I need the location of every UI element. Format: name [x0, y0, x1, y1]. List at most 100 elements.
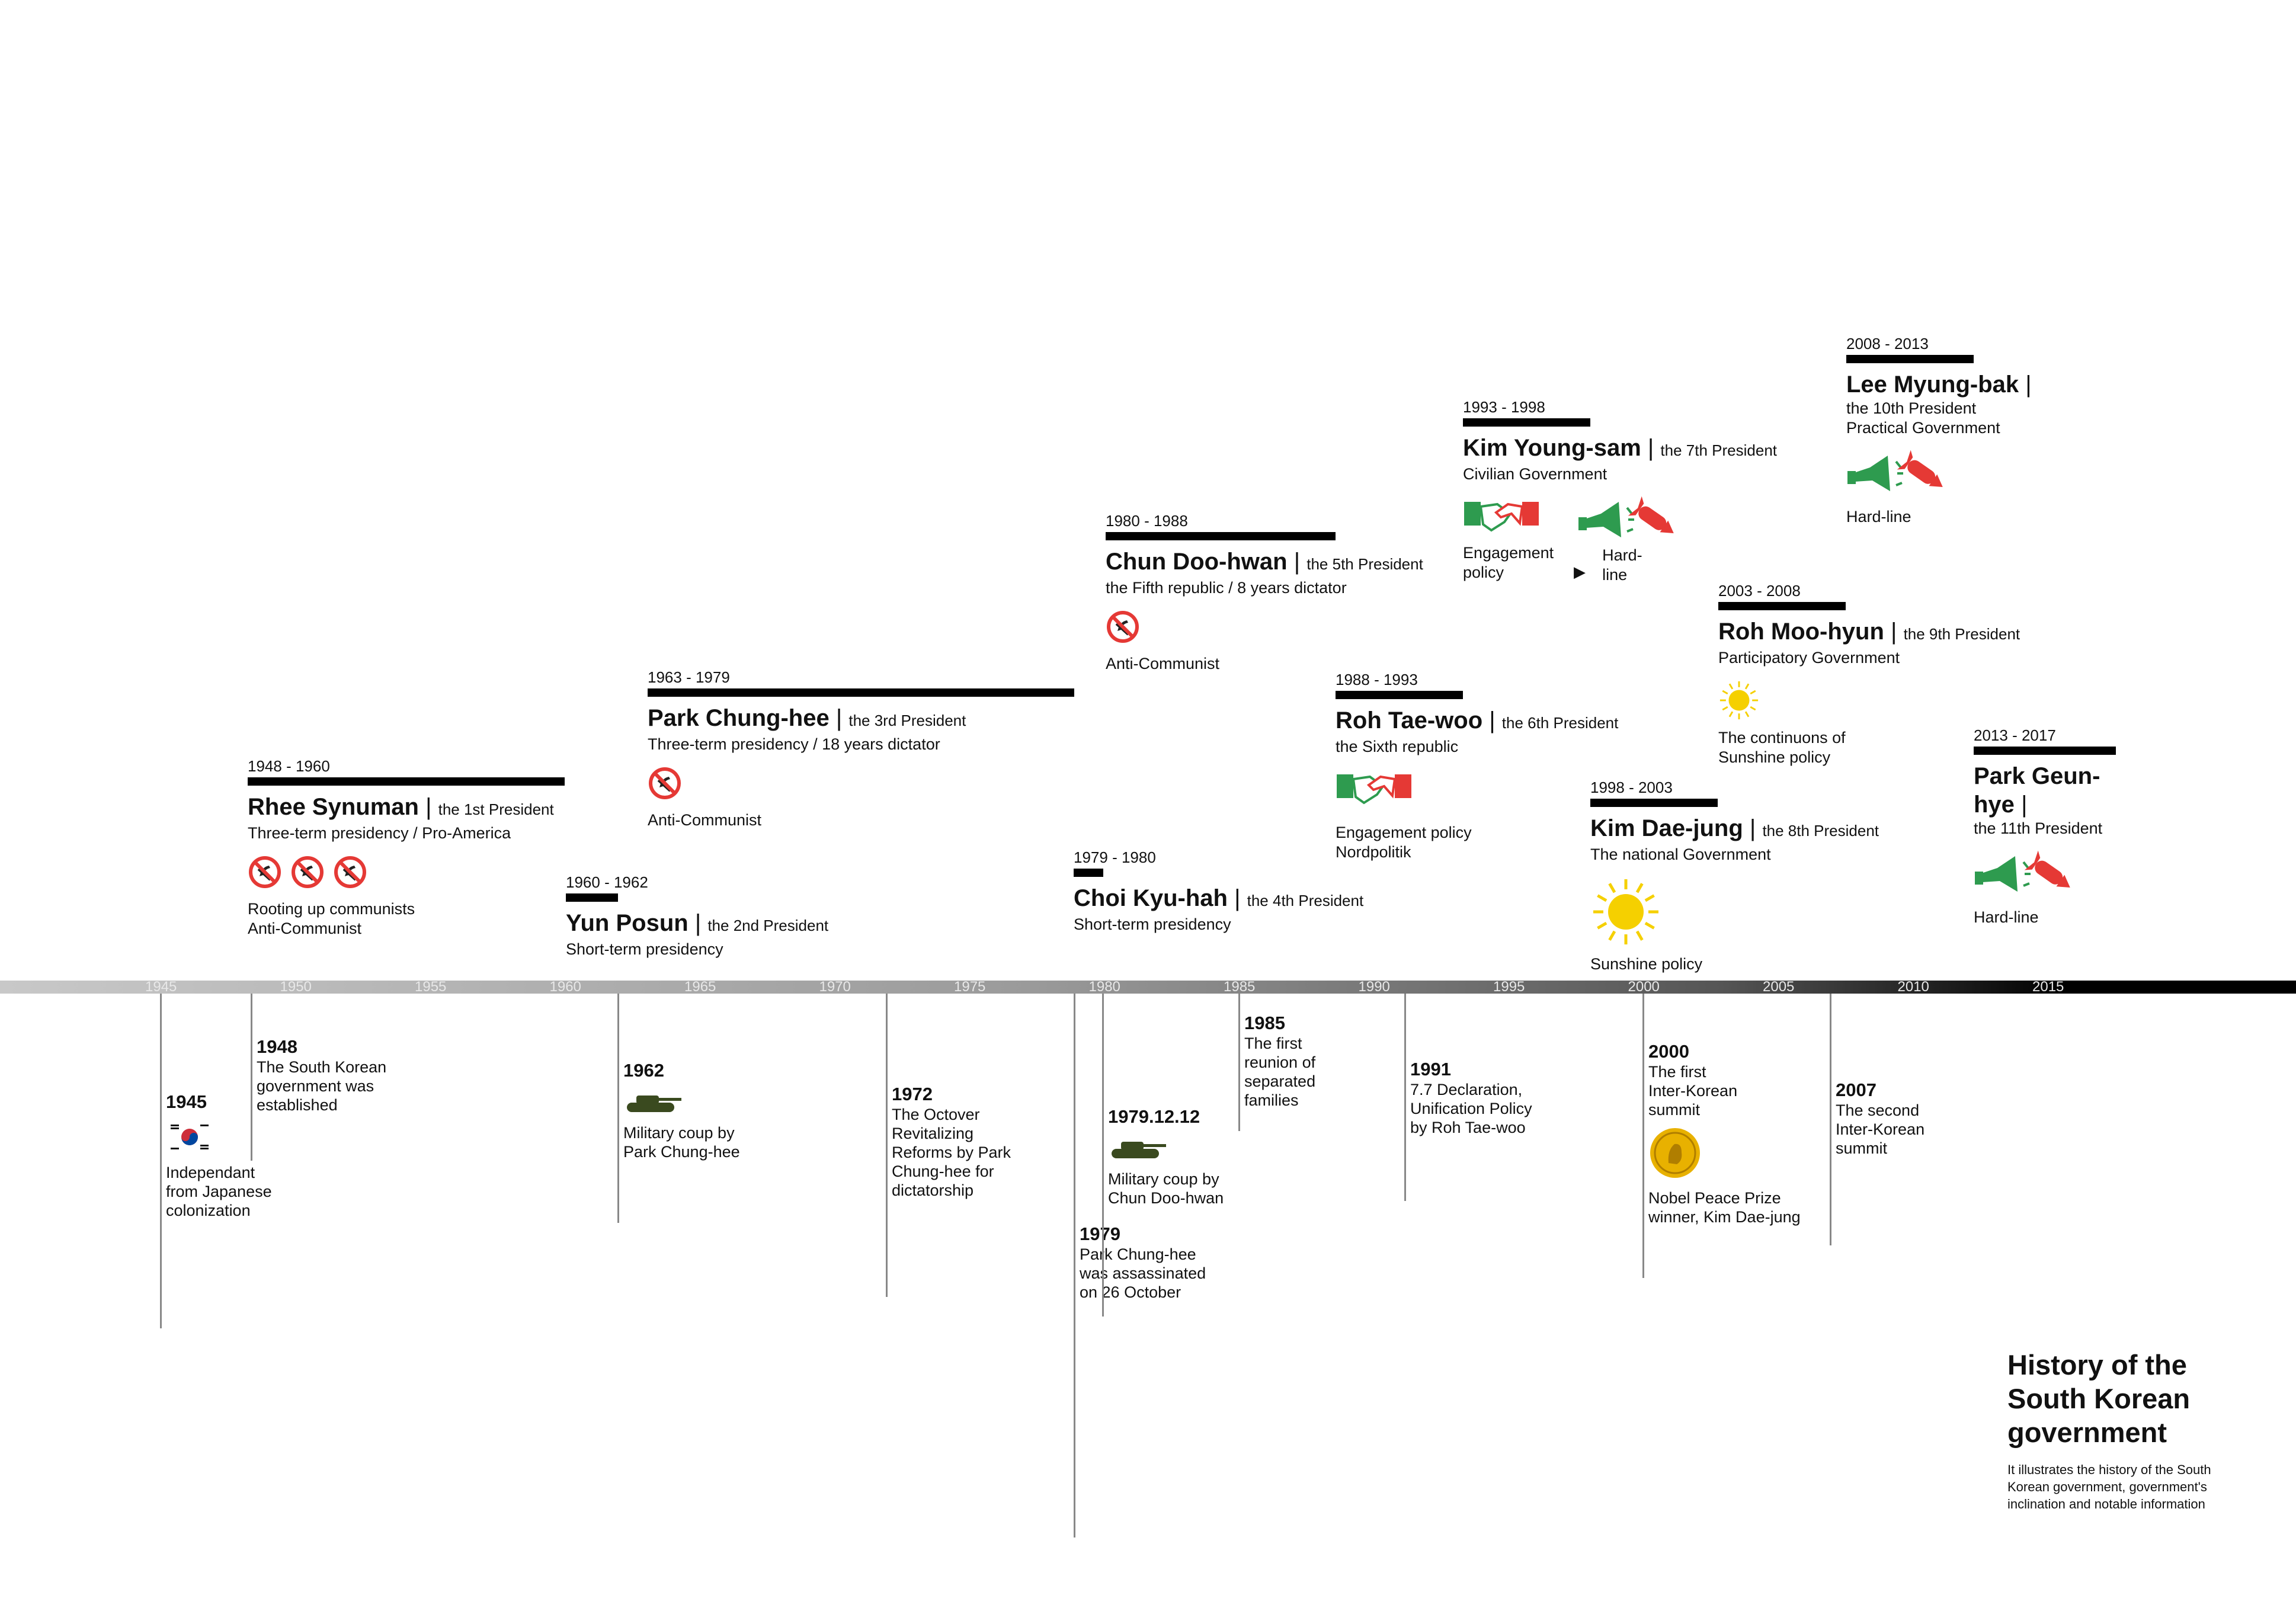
event-1985: 1985 The first reunion of separated fami… [1238, 994, 1315, 1131]
no-communism-icon [290, 855, 325, 892]
event-year: 1945 [166, 1091, 207, 1112]
president-park-chung-hee: 1963 - 1979 Park Chung-hee | the 3rd Pre… [648, 668, 1074, 830]
policy-icons [648, 766, 1074, 803]
president-roh-tae-woo: 1988 - 1993 Roh Tae-woo | the 6th Presid… [1336, 671, 1618, 862]
event-1948: 1948 The South Korean government was est… [251, 994, 386, 1161]
policy-text: line [1602, 566, 1628, 584]
description: The national Government [1590, 845, 1771, 863]
policy-icons [248, 855, 565, 892]
nobel-medal-icon [1648, 1128, 1702, 1182]
axis-tick-1955: 1955 [415, 979, 447, 995]
event-year: 1979.12.12 [1108, 1106, 1200, 1127]
description: the 10th President [1846, 399, 1977, 417]
term-bar [1463, 418, 1590, 427]
description: the Sixth republic [1336, 738, 1459, 755]
event-1979-12-12: 1979.12.12 Military coup by Chun Doo-hwa… [1102, 994, 1224, 1317]
policy-text: Anti-Communist [1106, 655, 1220, 672]
president-kim-young-sam: 1993 - 1998 Kim Young-sam | the 7th Pres… [1463, 398, 1777, 585]
policy-text: Hard-line [1846, 508, 1911, 526]
policy-text: Sunshine policy [1590, 955, 1703, 973]
axis-tick-1975: 1975 [954, 979, 986, 995]
president-name: Park Geun-hye | [1974, 763, 2100, 818]
page-description: It illustrates the history of the South … [2007, 1462, 2211, 1511]
description: Three-term presidency / 18 years dictato… [648, 735, 940, 753]
term-bar [648, 688, 1074, 697]
axis-tick-1950: 1950 [280, 979, 312, 995]
description: Participatory Government [1718, 649, 1900, 667]
president-rhee-synuman: 1948 - 1960 Rhee Synuman | the 1st Presi… [248, 757, 565, 938]
term-years: 1988 - 1993 [1336, 671, 1418, 688]
president-name: Park Chung-hee | the 3rd President [648, 705, 966, 731]
term-bar [1590, 799, 1718, 807]
policy-text: Sunshine policy [1718, 748, 1831, 766]
axis-tick-1980: 1980 [1088, 979, 1120, 995]
event-year: 1972 [892, 1084, 933, 1104]
term-bar [1106, 532, 1336, 540]
president-chun-doo-hwan: 1980 - 1988 Chun Doo-hwan | the 5th Pres… [1106, 512, 1423, 674]
president-park-geun-hye: 2013 - 2017 Park Geun-hye | the 11th Pre… [1974, 726, 2116, 927]
event-text: The South Korean government was establis… [257, 1058, 387, 1114]
axis-tick-2015: 2015 [2032, 979, 2064, 995]
policy-icons [1846, 450, 2032, 500]
term-years: 2003 - 2008 [1718, 582, 1801, 600]
president-kim-dae-jung: 1998 - 2003 Kim Dae-jung | the 8th Presi… [1590, 779, 1879, 974]
event-1962: 1962 Military coup by Park Chung-hee [617, 994, 740, 1223]
president-name: Kim Dae-jung | the 8th President [1590, 815, 1879, 841]
no-communism-icon [648, 766, 682, 803]
policy-icons [1590, 876, 1879, 947]
description: Civilian Government [1463, 465, 1607, 483]
event-text: Military coup by Park Chung-hee [623, 1124, 740, 1161]
axis-tick-2000: 2000 [1628, 979, 1660, 995]
event-text: The first Inter-Korean summit [1648, 1063, 1738, 1119]
megaphone-missile-icon [1577, 496, 1674, 543]
president-yun-posun: 1960 - 1962 Yun Posun | the 2nd Presiden… [566, 873, 828, 959]
president-name: Chun Doo-hwan | the 5th President [1106, 549, 1423, 575]
tank-icon [623, 1096, 683, 1117]
axis-tick-1990: 1990 [1358, 979, 1390, 995]
megaphone-missile-icon [1974, 850, 2077, 901]
term-bar [1718, 602, 1846, 610]
event-text: Military coup by Chun Doo-hwan [1108, 1170, 1224, 1207]
term-bar [248, 777, 565, 786]
axis-tick-1965: 1965 [684, 979, 716, 995]
term-bar [1846, 355, 1974, 363]
president-roh-moo-hyun: 2003 - 2008 Roh Moo-hyun | the 9th Presi… [1718, 582, 2020, 767]
axis-tick-2005: 2005 [1763, 979, 1795, 995]
axis-tick-1945: 1945 [145, 979, 177, 995]
no-communism-icon [333, 855, 367, 892]
sun-icon [1590, 876, 1661, 947]
president-name: Rhee Synuman | the 1st President [248, 794, 554, 820]
policy-icons [1106, 610, 1423, 647]
event-year: 2007 [1836, 1080, 1876, 1100]
term-years: 1993 - 1998 [1463, 398, 1545, 416]
korea-flag-icon [166, 1120, 213, 1157]
event-text: The Octover Revitalizing Reforms by Park… [892, 1106, 1011, 1199]
no-communism-icon [1106, 610, 1140, 647]
president-name: Roh Moo-hyun | the 9th President [1718, 619, 2020, 645]
handshake-icon [1336, 768, 1413, 816]
policy-icons [1718, 680, 2020, 721]
policy-icons [1336, 768, 1618, 816]
term-years: 1980 - 1988 [1106, 512, 1188, 530]
term-bar [566, 893, 618, 902]
page-title: History of the South Korean government [2007, 1349, 2191, 1448]
event-1991: 1991 7.7 Declaration, Unification Policy… [1404, 994, 1532, 1201]
policy-text: Engagement policy [1336, 824, 1472, 841]
event-year: 2000 [1648, 1041, 1689, 1062]
event-1945: 1945 Independant from Japanese colonizat… [160, 994, 272, 1328]
president-name: Roh Tae-woo | the 6th President [1336, 707, 1619, 733]
sun-icon [1718, 680, 1760, 721]
description: Short-term presidency [566, 940, 723, 958]
event-2000: 2000 The first Inter-Korean summit Nobel… [1642, 994, 1801, 1278]
policy-text: Rooting up communists [248, 900, 415, 918]
event-year: 1979 [1080, 1223, 1120, 1244]
event-year: 1948 [257, 1036, 297, 1057]
megaphone-missile-icon [1846, 450, 1950, 500]
no-communism-icon [248, 855, 282, 892]
term-years: 2013 - 2017 [1974, 726, 2056, 744]
policy-text: Engagement [1463, 544, 1554, 562]
term-years: 1979 - 1980 [1074, 848, 1156, 866]
event-text: The second Inter-Korean summit [1836, 1101, 1925, 1157]
legend-title-block: History of the South Korean government I… [2007, 1348, 2256, 1513]
event-year: 1991 [1410, 1059, 1451, 1080]
